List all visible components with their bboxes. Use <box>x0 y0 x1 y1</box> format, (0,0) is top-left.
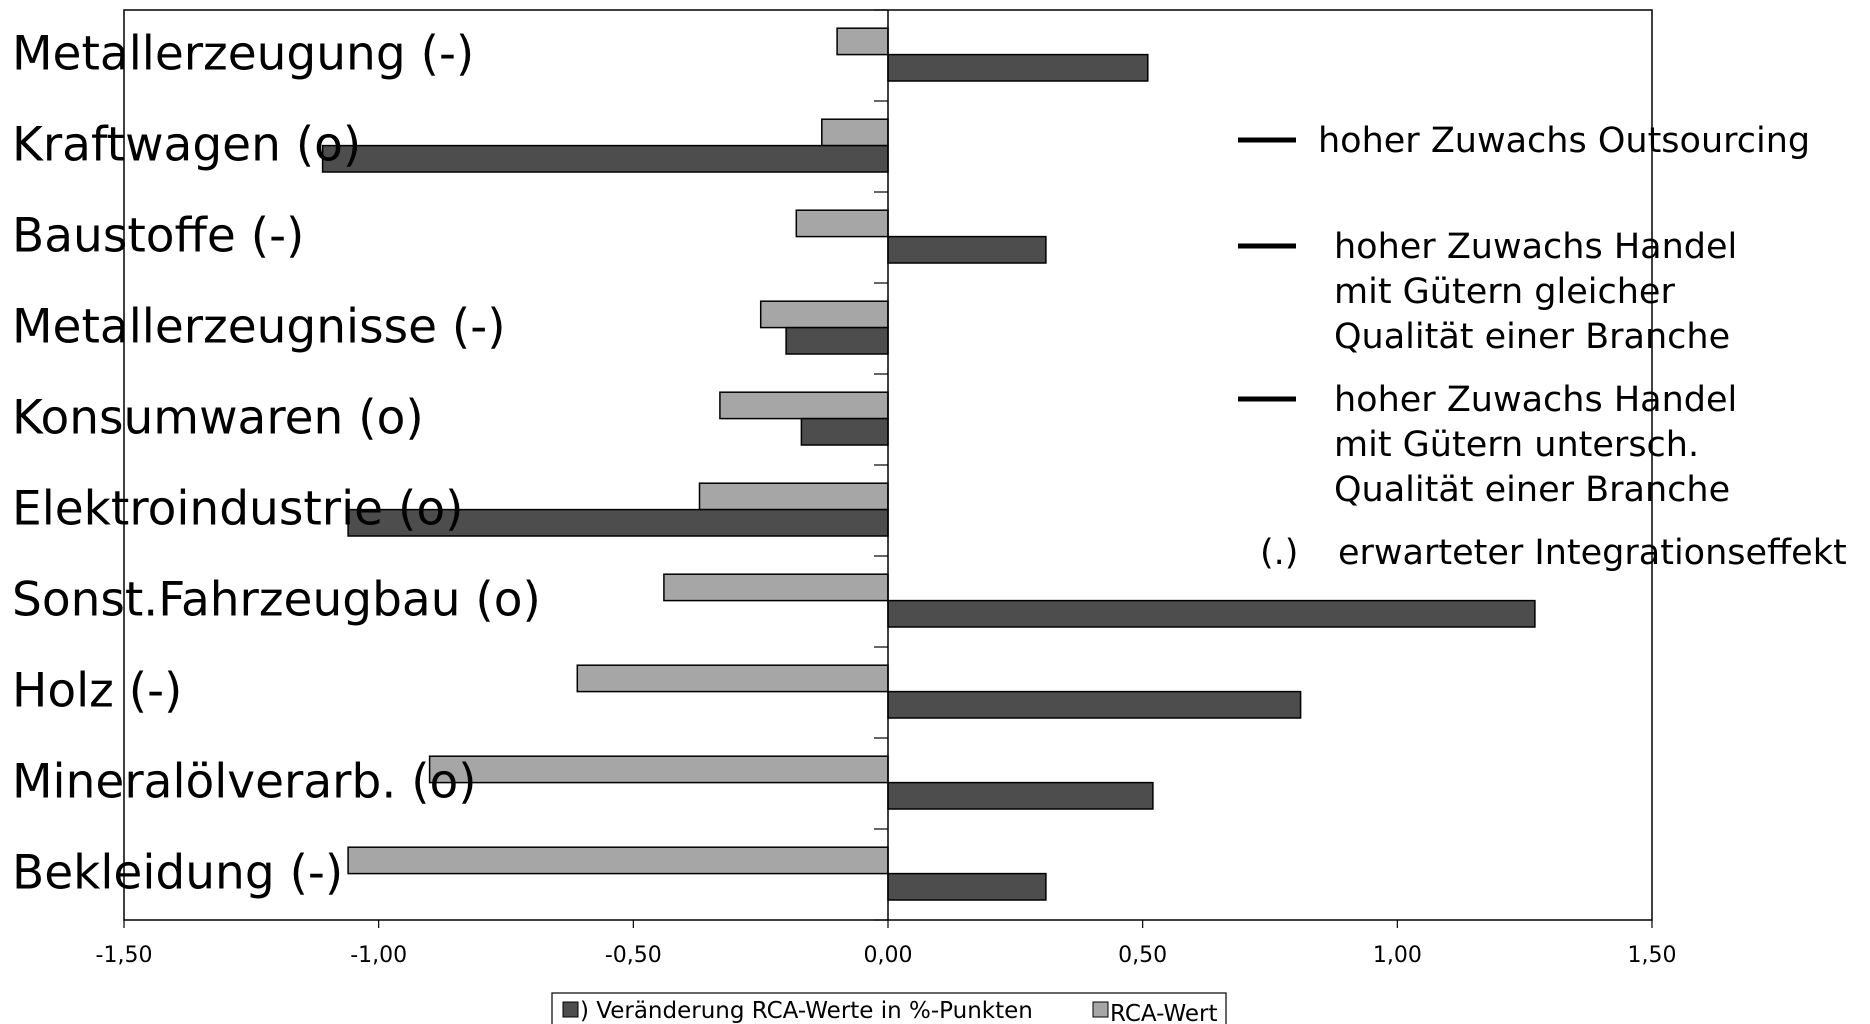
x-tick-label: -0,50 <box>605 943 662 968</box>
bar-rca-wert-3 <box>759 300 889 329</box>
bar-veraenderung-1 <box>321 144 889 173</box>
bar-rca-wert-0 <box>836 27 889 56</box>
x-tick-label: -1,00 <box>350 943 407 968</box>
bar-veraenderung-3 <box>785 326 889 355</box>
annotation-text: hoher Zuwachs Handel <box>1334 227 1737 267</box>
x-tick-label: 1,00 <box>1373 943 1422 968</box>
legend-label-veraenderung: ) Veränderung RCA-Werte in %-Punkten <box>580 998 1033 1024</box>
category-label: Metallerzeugnisse (-) <box>12 300 506 355</box>
category-label: Konsumwaren (o) <box>12 391 424 446</box>
category-labels: Metallerzeugung (-) Kraftwagen (o) Baustof… <box>12 27 541 901</box>
annotation-text: hoher Zuwachs Handel <box>1334 380 1737 420</box>
bar-veraenderung-6 <box>887 599 1536 628</box>
annotations: hoher Zuwachs Outsourcing hoher Zuwachs H… <box>1238 121 1847 573</box>
bar-rca-wert-7 <box>576 664 889 693</box>
annotation-symbol: (.) <box>1260 533 1298 573</box>
legend-marker-rca-wert <box>1092 1001 1109 1018</box>
x-tick-label: -1,50 <box>96 943 153 968</box>
annotation-text: Qualität einer Branche <box>1334 470 1730 510</box>
legend-box <box>551 992 1227 1024</box>
category-label: Mineralölverarb. (o) <box>12 755 477 810</box>
bar-rca-wert-9 <box>347 846 889 875</box>
x-tick-label: 1,50 <box>1628 943 1677 968</box>
category-label: Elektroindustrie (o) <box>12 482 463 537</box>
axis-layer: -1,50 -1,00 -0,50 0,00 0,50 1,00 1,50 <box>96 9 1677 968</box>
annotation-text: erwarteter Integrationseffekt <box>1338 533 1847 573</box>
category-label: Holz (-) <box>12 664 182 719</box>
bar-veraenderung-9 <box>887 872 1047 901</box>
annotation-text: mit Gütern untersch. <box>1334 425 1699 465</box>
bars-layer <box>321 27 1536 901</box>
category-label: Bekleidung (-) <box>12 846 343 901</box>
bar-rca-wert-6 <box>663 573 889 602</box>
x-tick-label: 0,00 <box>864 943 913 968</box>
legend-marker-veraenderung <box>562 1001 579 1018</box>
category-label: Metallerzeugung (-) <box>12 27 474 82</box>
annotation-text: mit Gütern gleicher <box>1334 272 1675 312</box>
bar-rca-wert-5 <box>698 482 889 511</box>
category-label: Kraftwagen (o) <box>12 118 361 173</box>
bar-rca-wert-8 <box>428 755 889 784</box>
bar-rca-wert-2 <box>795 209 889 238</box>
annotation-text: Qualität einer Branche <box>1334 317 1730 357</box>
bar-rca-wert-1 <box>821 118 889 147</box>
x-tick-label: 0,50 <box>1118 943 1167 968</box>
bar-rca-wert-4 <box>719 391 889 420</box>
bar-veraenderung-7 <box>887 690 1302 719</box>
bar-veraenderung-5 <box>347 508 889 537</box>
legend: ) Veränderung RCA-Werte in %-Punkten RCA-… <box>551 992 1227 1024</box>
bar-veraenderung-8 <box>887 781 1154 810</box>
category-label: Sonst.Fahrzeugbau (o) <box>12 573 541 628</box>
bar-veraenderung-0 <box>887 53 1149 82</box>
legend-label-rca-wert: RCA-Wert <box>1110 1001 1218 1024</box>
category-label: Baustoffe (-) <box>12 209 304 264</box>
bar-veraenderung-4 <box>800 417 889 446</box>
annotation-text: hoher Zuwachs Outsourcing <box>1318 121 1810 161</box>
bar-veraenderung-2 <box>887 235 1047 264</box>
